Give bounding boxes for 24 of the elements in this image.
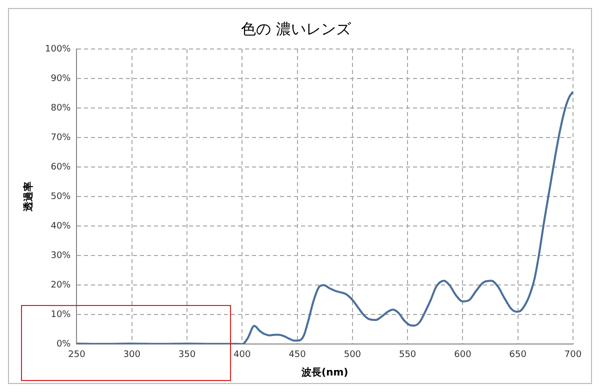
y-tick-label: 50% [50, 192, 72, 202]
x-tick-label: 600 [454, 350, 472, 360]
y-tick-label: 0% [56, 340, 72, 350]
y-tick-label: 20% [50, 280, 72, 291]
y-tick-label: 10% [50, 310, 72, 320]
y-tick-label: 30% [50, 250, 72, 261]
x-tick-label: 350 [178, 350, 196, 360]
x-tick-label: 500 [344, 350, 362, 360]
y-tick-label: 80% [50, 103, 72, 114]
y-tick-label: 70% [50, 132, 72, 143]
x-tick-label: 250 [68, 350, 86, 360]
x-tick-label: 450 [288, 350, 306, 360]
y-axis-title: 透過率 [22, 182, 35, 213]
x-tick-label: 550 [398, 350, 416, 360]
x-tick-label: 650 [509, 350, 527, 360]
x-axis-title: 波長(nm) [300, 366, 348, 379]
x-tick-label: 400 [234, 350, 252, 360]
y-tick-label: 90% [50, 74, 72, 84]
y-tick-label: 100% [44, 44, 72, 54]
x-tick-label: 700 [564, 350, 582, 360]
y-tick-label: 60% [50, 162, 72, 172]
y-tick-label: 40% [50, 221, 72, 232]
x-tick-label: 300 [123, 350, 141, 360]
chart-title: 色の 濃いレンズ [241, 20, 352, 38]
